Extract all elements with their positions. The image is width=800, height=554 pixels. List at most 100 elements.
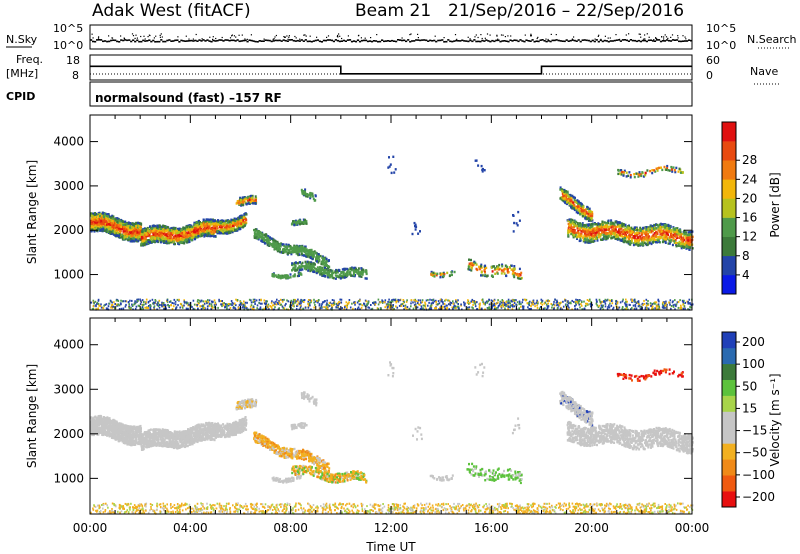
scatter-cell (683, 245, 686, 249)
scatter-cell (186, 234, 189, 237)
scatter-cell (291, 250, 293, 254)
nsky-point (206, 39, 209, 41)
nsearch-point (294, 35, 296, 38)
scatter-cell (685, 245, 688, 249)
scatter-cell (300, 273, 303, 276)
scatter-cell (312, 197, 315, 201)
nsearch-point (98, 36, 100, 38)
scatter-cell (359, 271, 362, 274)
nsearch-point (347, 35, 349, 37)
scatter-cell (246, 196, 249, 199)
scatter-cell (178, 241, 181, 244)
scatter-cell (602, 233, 605, 237)
nsearch-point (316, 36, 318, 38)
scatter-cell (571, 232, 574, 235)
scatter-cell (96, 218, 99, 221)
scatter-cell (663, 230, 666, 234)
scatter-cell (205, 218, 208, 221)
nsearch-point (481, 37, 483, 40)
scatter-cell (212, 231, 215, 234)
scatter-cell (236, 200, 239, 203)
nsky-point (168, 39, 171, 41)
scatter-cell (322, 260, 325, 264)
scatter-cell (494, 267, 497, 270)
nsky-point (557, 39, 560, 42)
nsearch-point (185, 35, 187, 37)
scatter-cell (191, 231, 194, 235)
scatter-cell (312, 264, 315, 267)
scatter-cell (667, 233, 669, 236)
scatter-cell (149, 225, 152, 228)
scatter-cell (662, 232, 665, 235)
scatter-cell (584, 217, 587, 220)
scatter-cell (563, 188, 566, 192)
scatter-cell (633, 236, 636, 239)
nsky-point (166, 39, 169, 42)
scatter-cell (666, 228, 669, 232)
nsky-point (663, 40, 667, 42)
nsky-point (593, 40, 596, 43)
nsky-point (661, 40, 665, 42)
scatter-cell (171, 232, 174, 235)
scatter-cell (313, 270, 316, 274)
nsky-point (146, 40, 149, 42)
scatter-cell (100, 223, 103, 227)
scatter-cell (125, 232, 128, 235)
scatter-cell (135, 221, 138, 225)
nsky-point (575, 40, 578, 42)
nsky-point (150, 40, 153, 43)
scatter-cell (480, 265, 482, 268)
nsky-point (114, 39, 117, 42)
scatter-cell (306, 260, 309, 263)
scatter-cell (198, 229, 201, 233)
scatter-cell (479, 267, 481, 270)
scatter-cell (130, 234, 133, 237)
scatter-cell (309, 262, 312, 266)
scatter-cell (272, 245, 275, 248)
scatter-cell (144, 237, 147, 240)
scatter-cell (485, 275, 488, 278)
nsearch-point (409, 34, 411, 36)
scatter-cell (233, 222, 236, 225)
nsky-point (385, 40, 388, 42)
scatter-cell (188, 240, 191, 243)
scatter-cell (150, 236, 153, 239)
scatter-cell (635, 231, 638, 235)
scatter-cell (597, 233, 600, 236)
scatter-cell (669, 230, 672, 234)
nsky-point (262, 40, 265, 42)
nsearch-point (663, 36, 665, 38)
scatter-cell (188, 225, 191, 229)
scatter-cell (297, 221, 300, 225)
scatter-cell (100, 225, 103, 228)
scatter-cell (126, 230, 129, 233)
nsky-point (521, 40, 524, 42)
nsearch-point (489, 34, 491, 36)
nsearch-point (443, 37, 445, 39)
scatter-cell (248, 195, 251, 199)
scatter-cell (308, 249, 311, 252)
scatter-cell (236, 224, 239, 227)
scatter-cell (578, 223, 581, 227)
scatter-cell (602, 230, 605, 233)
scatter-cell (162, 237, 165, 240)
scatter-cell (274, 274, 277, 277)
scatter-cell (285, 250, 288, 253)
scatter-cell (303, 193, 306, 196)
scatter-cell (596, 231, 599, 234)
scatter-cell (146, 231, 149, 234)
scatter-cell (160, 236, 162, 239)
scatter-cell (167, 237, 170, 240)
scatter-cell (502, 268, 505, 271)
nsky-point (286, 40, 289, 42)
scatter-cell (95, 219, 98, 222)
scatter-cell (512, 271, 515, 275)
nsky-point (128, 39, 131, 41)
scatter-cell (157, 234, 160, 237)
scatter-cell (616, 233, 619, 236)
scatter-cell (670, 235, 673, 238)
scatter-cell (289, 251, 292, 254)
nsky-point (190, 39, 193, 42)
scatter-cell (304, 245, 307, 248)
scatter-cell (319, 272, 322, 275)
